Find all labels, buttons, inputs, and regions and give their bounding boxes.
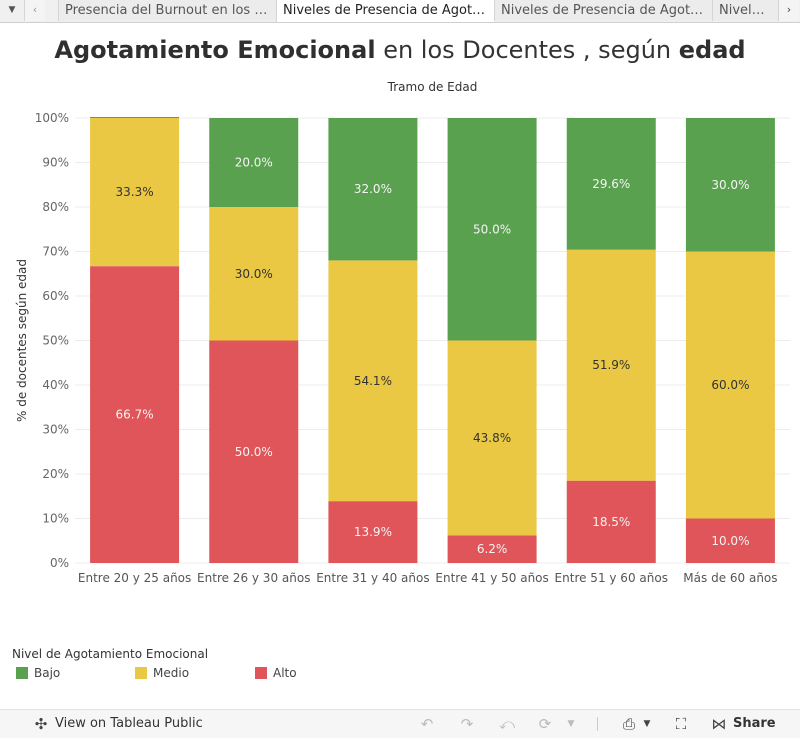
bar-segment-alto: [90, 266, 180, 563]
bar-segment-bajo: [209, 118, 299, 207]
bar-segment-bajo: [328, 118, 418, 261]
legend-swatch-alto: [255, 667, 267, 679]
data-label: 66.7%: [116, 408, 154, 422]
data-label: 60.0%: [711, 378, 749, 392]
x-tick-label: Entre 26 y 30 años: [197, 571, 310, 585]
data-label: 29.6%: [592, 177, 630, 191]
fullscreen-icon[interactable]: ⛶: [675, 715, 687, 733]
y-tick-label: 20%: [42, 467, 69, 481]
bar-segment-bajo: [685, 118, 775, 252]
refresh-icon[interactable]: ⟳: [538, 715, 552, 733]
y-tick-label: 70%: [42, 245, 69, 259]
title-part-1: Agotamiento Emocional: [54, 36, 376, 64]
data-label: 20.0%: [235, 156, 273, 170]
title-part-3: edad: [678, 36, 746, 64]
data-label: 50.0%: [235, 445, 273, 459]
share-button[interactable]: Share: [733, 716, 776, 731]
view-on-tableau-public-link[interactable]: View on Tableau Public: [55, 716, 203, 731]
y-tick-label: 50%: [42, 334, 69, 348]
y-tick-label: 90%: [42, 156, 69, 170]
data-label: 6.2%: [477, 542, 508, 556]
tableau-logo-icon: ✣: [34, 715, 48, 733]
y-tick-label: 0%: [50, 556, 69, 570]
bar-segment-bajo: [566, 118, 656, 250]
x-tick-label: Entre 41 y 50 años: [435, 571, 548, 585]
bar-segment-alto: [447, 535, 537, 563]
legend-item-alto[interactable]: Alto: [255, 666, 297, 682]
legend-swatch-bajo: [16, 667, 28, 679]
bar-segment-bajo: [447, 118, 537, 341]
y-tick-label: 30%: [42, 423, 69, 437]
toolbar-divider: [597, 717, 598, 731]
tab-niveles-partial[interactable]: Niveles d: [712, 0, 778, 21]
x-tick-label: Entre 20 y 25 años: [78, 571, 191, 585]
data-label: 10.0%: [711, 534, 749, 548]
top-axis-label: Tramo de Edad: [387, 80, 478, 94]
tabs-dropdown-icon[interactable]: ▼: [8, 5, 16, 15]
data-label: 43.8%: [473, 431, 511, 445]
data-label: 54.1%: [354, 374, 392, 388]
tab-niveles-agotamiento-active[interactable]: Niveles de Presencia de Agota...: [276, 0, 494, 22]
bar-segment-medio: [90, 118, 180, 267]
y-tick-label: 100%: [35, 111, 69, 125]
download-icon[interactable]: ⎙: [622, 715, 635, 733]
chart-title: Agotamiento Emocional en los Docentes , …: [0, 36, 800, 64]
revert-icon[interactable]: ⤺: [498, 715, 516, 733]
legend-label-medio: Medio: [153, 666, 190, 680]
bar-segment-medio: [685, 251, 775, 519]
legend-item-bajo[interactable]: Bajo: [16, 666, 60, 682]
bar-segment-bajo: [90, 117, 180, 118]
legend-label-bajo: Bajo: [34, 666, 61, 680]
y-tick-label: 40%: [42, 378, 69, 392]
bar-segment-medio: [566, 249, 656, 481]
data-label: 18.5%: [592, 515, 630, 529]
x-tick-label: Entre 31 y 40 años: [316, 571, 429, 585]
y-tick-label: 60%: [42, 289, 69, 303]
stacked-bar-chart: Tramo de Edad % de docentes según edad 0% 1…: [15, 80, 790, 585]
bar-segment-medio: [328, 260, 418, 502]
data-label: 13.9%: [354, 525, 392, 539]
x-tick-label: Más de 60 años: [683, 571, 777, 585]
tab-scroll-left-icon[interactable]: ‹: [24, 0, 45, 21]
undo-icon[interactable]: ↶: [420, 715, 434, 733]
tab-scroll-right-icon[interactable]: ›: [778, 0, 799, 21]
y-tick-label: 10%: [42, 512, 69, 526]
data-label: 51.9%: [592, 358, 630, 372]
share-icon[interactable]: ⋈: [711, 715, 727, 733]
legend-label-alto: Alto: [273, 666, 297, 680]
bar-segment-alto: [209, 340, 299, 563]
legend-swatch-medio: [135, 667, 147, 679]
y-tick-label: 80%: [42, 200, 69, 214]
download-dropdown-icon[interactable]: ▼: [643, 719, 651, 729]
data-label: 30.0%: [711, 178, 749, 192]
data-label: 30.0%: [235, 267, 273, 281]
tab-niveles-agotamiento-2[interactable]: Niveles de Presencia de Agota...: [494, 0, 712, 21]
data-label: 32.0%: [354, 182, 392, 196]
bar-segment-alto: [566, 480, 656, 563]
tableau-toolbar: ✣ View on Tableau Public ↶ ↷ ⤺ ⟳ ▼ ⎙ ▼ ⛶…: [0, 709, 800, 738]
sheet-tab-bar: ▼ ‹ Presencia del Burnout en los D... Ni…: [0, 0, 800, 23]
data-label: 33.3%: [116, 185, 154, 199]
bar-segment-medio: [447, 340, 537, 536]
bar-segment-alto: [685, 518, 775, 563]
tab-presencia-burnout[interactable]: Presencia del Burnout en los D...: [58, 0, 276, 21]
redo-icon[interactable]: ↷: [460, 715, 474, 733]
title-part-2: en los Docentes , según: [375, 36, 679, 64]
bar-segment-alto: [328, 501, 418, 563]
y-axis-title: % de docentes según edad: [15, 259, 29, 422]
data-label: 50.0%: [473, 222, 511, 236]
legend-item-medio[interactable]: Medio: [135, 666, 189, 682]
bar-segment-medio: [209, 207, 299, 341]
refresh-dropdown-icon[interactable]: ▼: [567, 719, 575, 729]
x-tick-label: Entre 51 y 60 años: [555, 571, 668, 585]
legend-title: Nivel de Agotamiento Emocional: [12, 647, 209, 661]
